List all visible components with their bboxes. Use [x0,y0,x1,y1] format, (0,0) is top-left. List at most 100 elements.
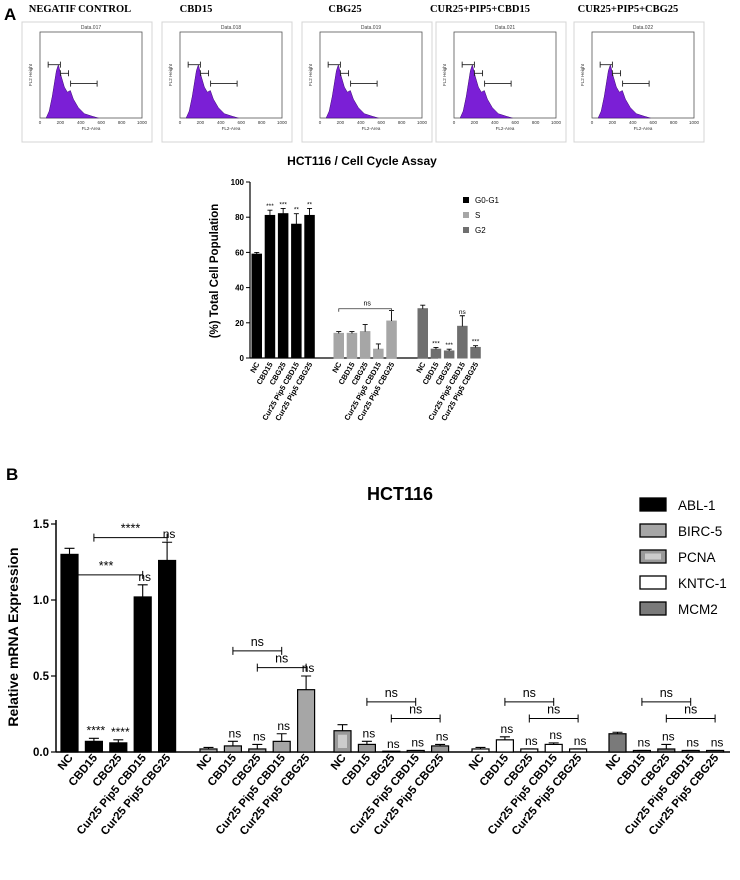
c1-legend-swatch [463,197,469,203]
histogram-peak [459,63,513,119]
c1-bar-group: *** [443,342,455,359]
histogram-gate [484,80,512,87]
c2-error-bar [252,743,263,749]
c2-annotation: ns [229,726,242,740]
histogram-title: CBD15 [180,4,213,15]
c1-bar [373,348,384,359]
c1-bar [264,214,276,359]
c2-bar-inner [338,734,347,748]
c2-bracket-label: ns [523,686,536,700]
c2-bar [608,733,627,753]
c2-bar [109,742,128,753]
c2-bracket [256,663,307,672]
c2-bar [248,748,267,753]
histogram-peak [597,63,651,119]
c1-legend: G0-G1 S G2 [463,196,500,235]
c1-bar [291,223,302,359]
histogram-peak [185,63,239,119]
histogram-xtick: 0 [319,120,322,125]
c2-bar-group: ns [681,735,700,753]
c2-legend-swatch [639,497,667,512]
histogram-gate [339,70,350,77]
c2-bar-group: ns [382,737,401,753]
c2-annotation: ns [411,735,424,749]
c2-bracket [232,646,283,655]
c2-bar [133,596,152,753]
histogram-data-label: Data.019 [361,25,382,31]
histogram-xtick: 800 [532,120,540,125]
c1-ytick-label: 100 [231,178,245,187]
c1-bar-group [386,310,397,359]
c2-bracket-label: ns [547,703,560,717]
c1-bar [346,332,358,359]
c2-bracket-label: ns [660,686,673,700]
c2-error-bar [162,541,173,561]
histogram-frame [573,21,705,143]
c2-bracket [69,570,144,579]
histogram-data-label: Data.021 [495,25,516,31]
c1-annotation: *** [472,339,480,346]
c2-error-bar [386,751,397,753]
c2-bar-group: ns [520,734,539,753]
histogram-xtick: 800 [670,120,678,125]
c1-bar-group: ** [291,207,302,359]
c2-bar-group [333,724,352,753]
histogram-xtick: 400 [629,120,637,125]
histogram-xtick: 0 [179,120,182,125]
c2-annotation: ns [525,734,538,748]
c1-bar-group: *** [277,201,289,359]
flow-histograms: NEGATIF CONTROL Data.017 0 200 400 600 800 1000… [21,4,705,143]
c1-error-bar [433,346,439,350]
c2-category-label: NC [195,752,215,772]
c2-bracket-label: ns [409,703,422,717]
c1-bar [251,253,262,359]
c2-error-bar [227,740,238,746]
c2-bar [495,739,514,753]
c1-bar-group [346,331,358,359]
c2-bracket-label: ns [385,686,398,700]
c1-error-bar [254,251,260,255]
c1-bar [417,308,428,359]
c2-legend-swatch [639,601,667,616]
c2-bar-group [608,731,627,753]
histogram-xtick: 800 [398,120,406,125]
c1-bar-group [333,331,344,359]
c2-bar-group: ns [495,722,514,753]
histogram-xtick: 200 [337,120,345,125]
histogram-xtick: 0 [39,120,42,125]
c2-bar-group: ns [297,661,316,753]
histogram-xtick: 1000 [277,120,288,125]
c1-annotation: *** [266,203,274,210]
c2-error-bar [301,675,312,690]
histogram-xtick: 400 [217,120,225,125]
histogram-xtick: 600 [649,120,657,125]
c1-ytick-label: 60 [235,248,244,257]
histogram-frame [301,21,433,143]
c2-error-bar [137,584,148,597]
c2-bar-group [471,746,490,753]
c2-bar [657,748,676,753]
c2-annotation: ns [302,661,315,675]
c2-error-bar [203,746,214,749]
histogram-xlabel: FL2-Area [222,126,241,131]
c2-legend-label: PCNA [678,550,716,565]
c2-annotation: ns [574,734,587,748]
c1-bar-group [359,324,371,359]
c2-bar [223,745,242,753]
c2-bar-group: ns [272,719,291,753]
c2-legend-label: BIRC-5 [678,524,722,539]
histogram-gate [350,80,378,87]
c1-error-bar [307,207,313,216]
histogram-xtick: 0 [453,120,456,125]
c2-bar-group: ns [248,729,267,753]
histogram-xtick: 1000 [551,120,562,125]
c2-annotation: ns [387,737,400,751]
cell-cycle-chart: HCT116 / Cell Cycle Assay (%) Total Cell… [209,154,500,422]
c2-error-bar [475,746,486,749]
c2-legend: ABL-1 BIRC-5 PCNA KNTC-1 MCM2 [639,497,727,617]
histogram-ylabel: FL2 Height [580,63,585,86]
c2-bar [84,740,104,753]
c2-bracket [504,697,555,706]
histogram-xtick: 400 [491,120,499,125]
c1-ylabel: (%) Total Cell Population [209,204,221,339]
